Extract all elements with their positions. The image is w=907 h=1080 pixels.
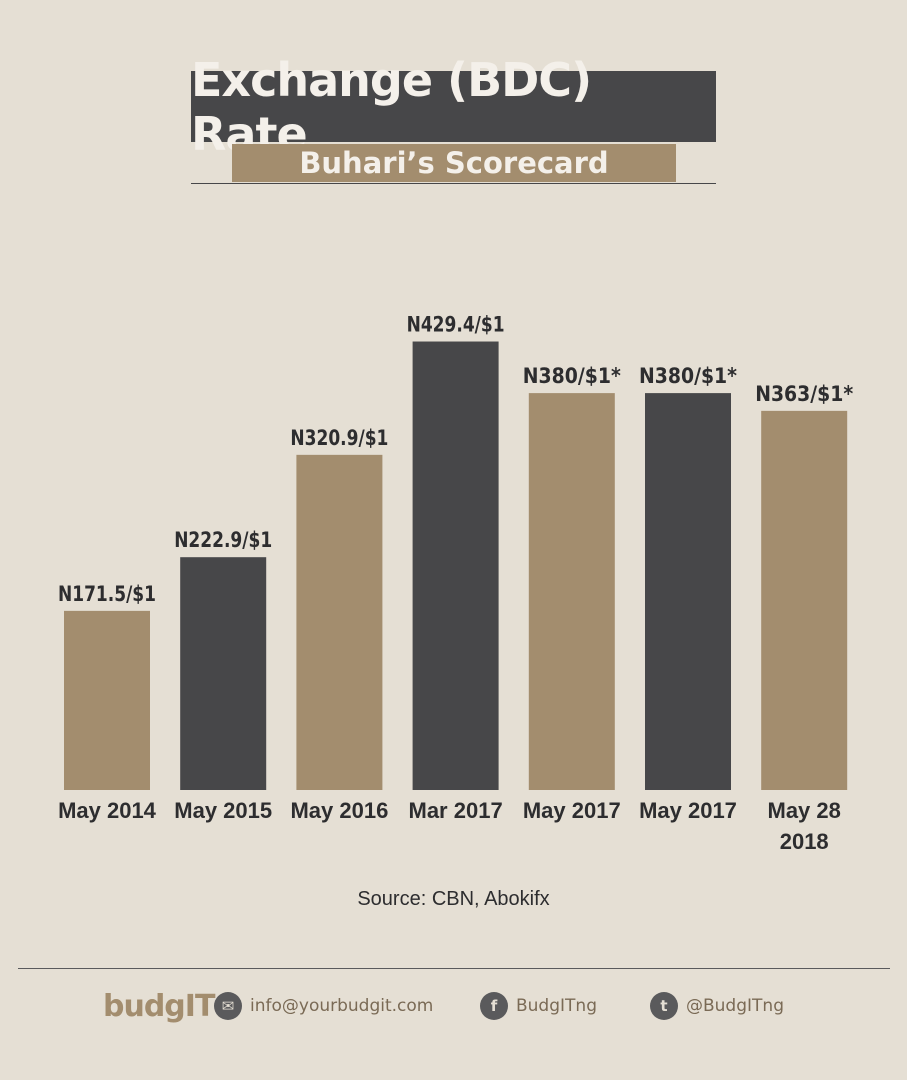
x-tick-label-3: Mar 2017 xyxy=(409,798,503,823)
bar-0 xyxy=(64,610,150,790)
x-tick-label-5: May 2017 xyxy=(639,798,737,823)
title-divider xyxy=(191,183,716,184)
twitter-icon: t xyxy=(650,992,678,1020)
facebook-icon: f xyxy=(480,992,508,1020)
bar-chart: N171.5/$1 May 2014 N222.9/$1 May 2015 N320.9… xyxy=(58,313,853,854)
footer-email[interactable]: ✉ info@yourbudgit.com xyxy=(214,986,433,1026)
source-note: Source: CBN, Abokifx xyxy=(357,888,550,910)
email-text: info@yourbudgit.com xyxy=(250,996,434,1016)
bar-1 xyxy=(180,557,267,790)
data-label-3: N429.4/$1 xyxy=(407,313,505,337)
bar-6 xyxy=(761,410,848,790)
x-tick-label-4: May 2017 xyxy=(523,798,621,823)
twitter-text: @BudgITng xyxy=(686,996,784,1016)
data-label-1: N222.9/$1 xyxy=(174,528,272,552)
bar-3 xyxy=(412,341,499,790)
x-tick-label-1: May 2015 xyxy=(174,798,272,823)
x-tick-label-2: May 2016 xyxy=(290,798,388,823)
bar-4 xyxy=(528,393,615,790)
data-label-5: N380/$1* xyxy=(639,364,737,388)
bar-5 xyxy=(645,393,731,790)
bar-2 xyxy=(296,454,383,790)
footer-divider xyxy=(18,968,890,969)
email-icon: ✉ xyxy=(214,992,242,1020)
data-label-0: N171.5/$1 xyxy=(58,582,156,606)
budgit-logo: budgIT xyxy=(103,988,215,1024)
footer: budgIT ✉ info@yourbudgit.com f BudgITng … xyxy=(0,986,907,1026)
footer-facebook[interactable]: f BudgITng xyxy=(480,986,597,1026)
data-label-2: N320.9/$1 xyxy=(290,426,388,450)
x-tick-label-6: May 28 2018 xyxy=(768,798,841,854)
footer-twitter[interactable]: t @BudgITng xyxy=(650,986,784,1026)
data-label-6: N363/$1* xyxy=(755,382,853,406)
chart-subtitle: Buhari’s Scorecard xyxy=(232,144,676,182)
facebook-text: BudgITng xyxy=(516,996,597,1016)
x-tick-label-0: May 2014 xyxy=(58,798,157,823)
data-label-4: N380/$1* xyxy=(523,364,621,388)
